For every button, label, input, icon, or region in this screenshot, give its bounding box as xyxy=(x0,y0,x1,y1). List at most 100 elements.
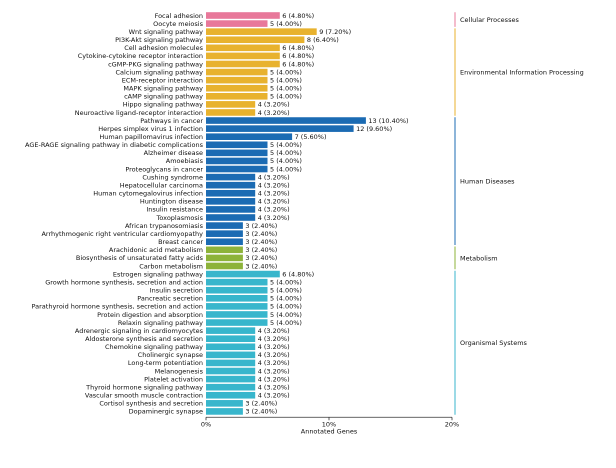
bar xyxy=(206,262,243,270)
term-label: Aldosterone synthesis and secretion xyxy=(85,335,203,343)
term-label: Platelet activation xyxy=(144,375,203,383)
term-label: Pancreatic secretion xyxy=(137,295,203,303)
bar xyxy=(206,149,268,157)
bar xyxy=(206,157,268,165)
bar xyxy=(206,68,268,76)
bar xyxy=(206,367,256,375)
value-label: 4 (3.20%) xyxy=(258,335,290,343)
bar xyxy=(206,133,293,140)
term-label: cGMP-PKG signaling pathway xyxy=(108,60,203,68)
value-label: 4 (3.20%) xyxy=(258,351,290,359)
bar xyxy=(206,36,305,44)
term-label: Insulin secretion xyxy=(150,287,203,295)
bar xyxy=(206,60,280,68)
bar xyxy=(206,222,243,229)
term-label: AGE-RAGE signaling pathway in diabetic c… xyxy=(25,141,204,149)
bar xyxy=(206,270,280,278)
value-label: 4 (3.20%) xyxy=(258,343,290,351)
category-label: Cellular Processes xyxy=(460,16,519,24)
value-label: 5 (4.00%) xyxy=(270,149,302,157)
bar xyxy=(206,44,280,52)
value-label: 5 (4.00%) xyxy=(270,287,302,295)
category-label: Metabolism xyxy=(460,254,498,262)
bar xyxy=(206,254,243,262)
term-label: Breast cancer xyxy=(158,238,203,246)
value-label: 4 (3.20%) xyxy=(258,101,290,109)
term-label: Cortisol synthesis and secretion xyxy=(99,400,203,408)
value-label: 6 (4.80%) xyxy=(282,44,314,52)
bar xyxy=(206,101,256,108)
term-label: ECM-receptor interaction xyxy=(122,76,203,84)
value-label: 5 (4.00%) xyxy=(270,20,302,28)
term-label: Vascular smooth muscle contraction xyxy=(85,392,203,400)
value-label: 3 (2.40%) xyxy=(245,408,277,416)
term-label: Adrenergic signaling in cardiomyocytes xyxy=(75,327,204,335)
term-label: Calcium signaling pathway xyxy=(116,68,204,76)
bar xyxy=(206,286,268,294)
value-label: 8 (6.40%) xyxy=(307,36,339,44)
bar xyxy=(206,238,243,246)
term-label: Insulin resistance xyxy=(146,206,203,214)
bar xyxy=(206,84,268,92)
term-label: Alzheimer disease xyxy=(144,149,203,157)
value-label: 4 (3.20%) xyxy=(258,109,290,117)
bar xyxy=(206,165,268,173)
value-label: 7 (5.60%) xyxy=(295,133,327,141)
value-label: 5 (4.00%) xyxy=(270,157,302,165)
category-label: Environmental Information Processing xyxy=(460,68,584,76)
term-label: Parathyroid hormone synthesis, secretion… xyxy=(32,303,203,311)
bar xyxy=(206,206,256,213)
bar xyxy=(206,400,243,407)
value-label: 5 (4.00%) xyxy=(270,85,302,93)
value-label: 5 (4.00%) xyxy=(270,311,302,319)
bar xyxy=(206,181,256,189)
bar xyxy=(206,351,256,359)
value-label: 6 (4.80%) xyxy=(282,52,314,60)
term-label: Neuroactive ligand-receptor interaction xyxy=(75,109,203,117)
bar xyxy=(206,117,366,124)
term-label: Focal adhesion xyxy=(155,12,203,20)
bar xyxy=(206,28,317,35)
value-label: 3 (2.40%) xyxy=(245,262,277,270)
term-label: Herpes simplex virus 1 infection xyxy=(98,125,203,133)
bar xyxy=(206,295,268,302)
term-label: Hippo signaling pathway xyxy=(123,101,203,109)
term-label: Arachidonic acid metabolism xyxy=(109,246,203,254)
value-label: 4 (3.20%) xyxy=(258,198,290,206)
value-label: 3 (2.40%) xyxy=(245,246,277,254)
category-label: Organismal Systems xyxy=(460,339,528,347)
bar xyxy=(206,141,268,149)
bar xyxy=(206,319,268,326)
value-label: 4 (3.20%) xyxy=(258,173,290,181)
term-label: Arrhythmogenic right ventricular cardiom… xyxy=(41,230,203,238)
value-label: 4 (3.20%) xyxy=(258,367,290,375)
term-label: Thyroid hormone signaling pathway xyxy=(85,383,203,391)
value-label: 6 (4.80%) xyxy=(282,270,314,278)
x-tick-label: 10% xyxy=(322,421,336,429)
value-label: 5 (4.00%) xyxy=(270,303,302,311)
category-label: Human Diseases xyxy=(460,178,515,186)
term-label: MAPK signaling pathway xyxy=(123,85,203,93)
value-label: 6 (4.80%) xyxy=(282,12,314,20)
value-label: 4 (3.20%) xyxy=(258,392,290,400)
x-axis-title: Annotated Genes xyxy=(301,428,358,436)
value-label: 3 (2.40%) xyxy=(245,400,277,408)
term-label: Cytokine-cytokine receptor interaction xyxy=(78,52,203,60)
term-label: Cushing syndrome xyxy=(142,173,203,181)
bar xyxy=(206,52,280,60)
value-label: 12 (9.60%) xyxy=(356,125,392,133)
term-label: Biosynthesis of unsaturated fatty acids xyxy=(76,254,204,262)
term-label: Estrogen signaling pathway xyxy=(113,270,203,278)
value-label: 5 (4.00%) xyxy=(270,93,302,101)
bar xyxy=(206,20,268,27)
bar xyxy=(206,93,268,100)
bar xyxy=(206,391,256,399)
bar xyxy=(206,311,268,318)
term-label: Huntington disease xyxy=(140,198,203,206)
x-tick-label: 20% xyxy=(445,421,459,429)
x-tick-label: 0% xyxy=(201,421,211,429)
bar xyxy=(206,383,256,391)
value-label: 4 (3.20%) xyxy=(258,206,290,214)
